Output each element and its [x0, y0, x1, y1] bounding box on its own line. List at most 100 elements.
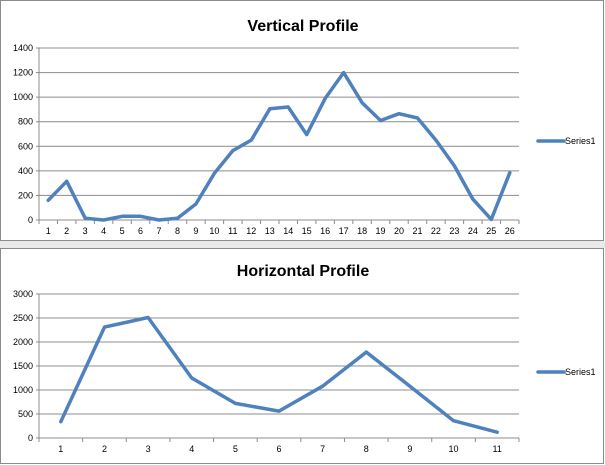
- x-tick-label: 2: [102, 444, 107, 454]
- x-tick-label: 16: [320, 226, 330, 236]
- data-point: [305, 133, 309, 137]
- legend-label: Series1: [565, 367, 596, 377]
- data-point: [379, 118, 383, 122]
- panel-separator: [0, 241, 605, 248]
- data-point: [175, 216, 179, 220]
- vertical-profile-chart-panel: Vertical Profile 0 200 400 600 800 1000 1200 14…: [0, 0, 604, 241]
- y-tick-label: 1000: [13, 92, 33, 102]
- x-tick-label: 7: [156, 226, 161, 236]
- data-point: [364, 350, 368, 354]
- y-tick-label: 800: [18, 117, 33, 127]
- x-tick-label: 8: [175, 226, 180, 236]
- x-tick-label: 10: [209, 226, 219, 236]
- data-point: [434, 138, 438, 142]
- x-tick-label: 11: [228, 226, 237, 236]
- data-point: [146, 316, 150, 320]
- y-tick-label: 200: [18, 190, 33, 200]
- data-point: [212, 171, 216, 175]
- data-point: [415, 116, 419, 120]
- x-tick-label: 7: [320, 444, 325, 454]
- chart-title: Vertical Profile: [247, 18, 358, 35]
- data-point: [508, 171, 512, 175]
- horizontal-profile-chart: Horizontal Profile 0 500 1000 1500 2000 2500 3…: [13, 263, 596, 454]
- data-point: [360, 101, 364, 105]
- data-point: [397, 112, 401, 116]
- data-point: [231, 149, 235, 153]
- data-point: [157, 218, 161, 222]
- x-tick-label: 25: [486, 226, 496, 236]
- data-point: [120, 214, 124, 218]
- data-point: [46, 198, 50, 202]
- y-tick-label: 1200: [13, 68, 33, 78]
- data-point: [59, 420, 63, 424]
- x-tick-label: 20: [394, 226, 404, 236]
- data-point: [102, 218, 106, 222]
- x-tick-label: 9: [407, 444, 412, 454]
- data-point: [321, 384, 325, 388]
- data-point: [233, 401, 237, 405]
- data-point: [489, 217, 493, 221]
- x-tick-label: 19: [376, 226, 386, 236]
- data-point: [268, 107, 272, 111]
- x-tick-label: 24: [468, 226, 478, 236]
- x-tick-label: 3: [146, 444, 151, 454]
- legend-label: Series1: [565, 136, 596, 146]
- data-point: [452, 164, 456, 168]
- series-line: [59, 315, 499, 434]
- data-point: [139, 214, 143, 218]
- x-tick-label: 3: [83, 226, 88, 236]
- y-tick-label: 2500: [13, 313, 33, 323]
- y-tick-label: 1000: [13, 385, 33, 395]
- x-tick-label: 23: [449, 226, 459, 236]
- data-point: [495, 430, 499, 434]
- x-tick-label: 15: [302, 226, 312, 236]
- data-point: [190, 376, 194, 380]
- chart-title: Horizontal Profile: [237, 263, 370, 280]
- data-point: [452, 419, 456, 423]
- x-tick-label: 18: [357, 226, 367, 236]
- x-tick-label: 4: [101, 226, 106, 236]
- x-tick-label: 5: [120, 226, 125, 236]
- x-tick-label: 4: [189, 444, 194, 454]
- x-tick-label: 1: [58, 444, 63, 454]
- x-tick-label: 2: [64, 226, 69, 236]
- vertical-profile-chart: Vertical Profile 02004006008001000120014…: [13, 18, 596, 236]
- x-tick-label: 10: [449, 444, 459, 454]
- y-tick-label: 0: [28, 215, 33, 225]
- data-point: [102, 325, 106, 329]
- horizontal-profile-chart-panel: Horizontal Profile 0 500 1000 1500 2000 2500 3…: [0, 248, 604, 464]
- y-tick-label: 600: [18, 141, 33, 151]
- y-tick-label: 1500: [13, 361, 33, 371]
- data-point: [65, 179, 69, 183]
- x-tick-label: 14: [283, 226, 293, 236]
- x-tick-label: 8: [364, 444, 369, 454]
- series-line: [46, 70, 512, 222]
- data-point: [286, 105, 290, 109]
- data-point: [471, 197, 475, 201]
- y-tick-label: 0: [28, 433, 33, 443]
- x-tick-label: 26: [505, 226, 515, 236]
- y-tick-label: 400: [18, 166, 33, 176]
- x-tick-label: 17: [339, 226, 349, 236]
- x-tick-label: 5: [233, 444, 238, 454]
- x-tick-label: 11: [493, 444, 502, 454]
- x-tick-label: 6: [276, 444, 281, 454]
- y-tick-label: 3000: [13, 289, 33, 299]
- data-point: [83, 216, 87, 220]
- x-tick-label: 21: [412, 226, 422, 236]
- data-point: [194, 202, 198, 206]
- y-tick-label: 500: [18, 409, 33, 419]
- x-tick-label: 13: [265, 226, 275, 236]
- x-tick-label: 12: [246, 226, 256, 236]
- data-point: [323, 96, 327, 100]
- data-point: [277, 409, 281, 413]
- data-point: [342, 71, 346, 75]
- data-point: [408, 384, 412, 388]
- data-point: [249, 138, 253, 142]
- y-tick-label: 2000: [13, 337, 33, 347]
- x-tick-label: 6: [138, 226, 143, 236]
- y-tick-label: 1400: [13, 43, 33, 53]
- x-tick-label: 22: [431, 226, 441, 236]
- x-tick-label: 1: [46, 226, 51, 236]
- x-tick-label: 9: [193, 226, 198, 236]
